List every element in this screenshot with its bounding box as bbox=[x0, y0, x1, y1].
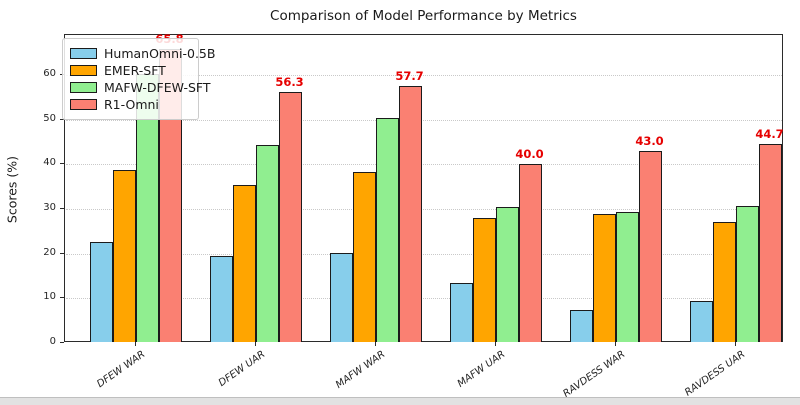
bar-humanomni-0-5b bbox=[450, 282, 473, 342]
gridline bbox=[66, 164, 782, 166]
legend-item-r1-omni: R1-Omni bbox=[70, 96, 188, 113]
x-tick-mark bbox=[615, 342, 616, 346]
gridline bbox=[66, 209, 782, 211]
legend-item-mafw-dfew-sft: MAFW-DFEW-SFT bbox=[70, 79, 211, 96]
x-tick-mark bbox=[255, 342, 256, 346]
bar-mafw-dfew-sft bbox=[616, 212, 639, 342]
legend-swatch-icon bbox=[70, 65, 97, 76]
bar-emer-sft bbox=[713, 221, 736, 342]
x-tick-mark bbox=[135, 342, 136, 346]
y-tick-label: 60 bbox=[43, 68, 56, 80]
bar-humanomni-0-5b bbox=[90, 241, 113, 342]
bar-value-label: 56.3 bbox=[275, 74, 304, 89]
window-bottom-strip bbox=[0, 397, 800, 405]
legend-swatch-icon bbox=[70, 99, 97, 110]
bar-value-label: 43.0 bbox=[635, 134, 664, 149]
y-tick-mark bbox=[60, 297, 64, 299]
bar-mafw-dfew-sft bbox=[736, 205, 759, 342]
y-tick-label: 40 bbox=[43, 157, 56, 169]
y-tick-label: 0 bbox=[49, 336, 56, 347]
bar-humanomni-0-5b bbox=[330, 252, 353, 342]
chart-title: Comparison of Model Performance by Metri… bbox=[270, 8, 577, 24]
y-axis-label: Scores (%) bbox=[4, 155, 20, 224]
legend-swatch-icon bbox=[70, 48, 97, 59]
bar-value-label: 44.7 bbox=[755, 126, 784, 141]
bar-r1-omni bbox=[639, 151, 662, 342]
legend: HumanOmni-0.5B EMER-SFT MAFW-DFEW-SFT R1-Om… bbox=[62, 38, 215, 120]
bar-humanomni-0-5b bbox=[570, 310, 593, 342]
y-tick-mark bbox=[60, 118, 64, 120]
y-tick-label: 10 bbox=[43, 291, 56, 303]
bar-humanomni-0-5b bbox=[210, 256, 233, 342]
legend-swatch-icon bbox=[70, 82, 97, 93]
legend-item-humanomni-0-5b: HumanOmni-0.5B bbox=[70, 45, 215, 62]
legend-label: MAFW-DFEW-SFT bbox=[104, 80, 211, 95]
bar-emer-sft bbox=[593, 213, 616, 342]
bar-r1-omni bbox=[519, 164, 542, 342]
legend-label: EMER-SFT bbox=[104, 63, 166, 78]
bar-value-label: 57.7 bbox=[395, 68, 424, 83]
gridline bbox=[66, 75, 782, 77]
legend-item-emer-sft: EMER-SFT bbox=[70, 62, 188, 79]
y-tick-mark bbox=[60, 252, 64, 254]
gridline bbox=[66, 119, 782, 121]
x-tick-mark bbox=[735, 342, 736, 346]
gridline bbox=[66, 253, 782, 255]
y-tick-label: 50 bbox=[43, 112, 56, 124]
bar-r1-omni bbox=[279, 91, 302, 342]
bar-emer-sft bbox=[233, 185, 256, 342]
bar-mafw-dfew-sft bbox=[256, 144, 279, 342]
bar-humanomni-0-5b bbox=[690, 301, 713, 342]
x-tick-mark bbox=[495, 342, 496, 346]
y-tick-label: 30 bbox=[43, 202, 56, 214]
x-tick-mark bbox=[375, 342, 376, 346]
y-tick-mark bbox=[60, 163, 64, 165]
bar-r1-omni bbox=[399, 85, 422, 342]
bar-mafw-dfew-sft bbox=[376, 117, 399, 342]
gridline bbox=[66, 298, 782, 300]
legend-label: HumanOmni-0.5B bbox=[104, 46, 216, 61]
bar-emer-sft bbox=[353, 171, 376, 342]
legend-label: R1-Omni bbox=[104, 97, 159, 112]
bar-value-label: 40.0 bbox=[515, 147, 544, 162]
bar-mafw-dfew-sft bbox=[496, 207, 519, 342]
bar-emer-sft bbox=[473, 217, 496, 342]
y-tick-mark bbox=[60, 342, 64, 343]
y-tick-mark bbox=[60, 208, 64, 210]
bar-r1-omni bbox=[759, 143, 782, 342]
plot-area bbox=[64, 34, 783, 342]
bar-emer-sft bbox=[113, 170, 136, 342]
y-tick-label: 20 bbox=[43, 246, 56, 258]
